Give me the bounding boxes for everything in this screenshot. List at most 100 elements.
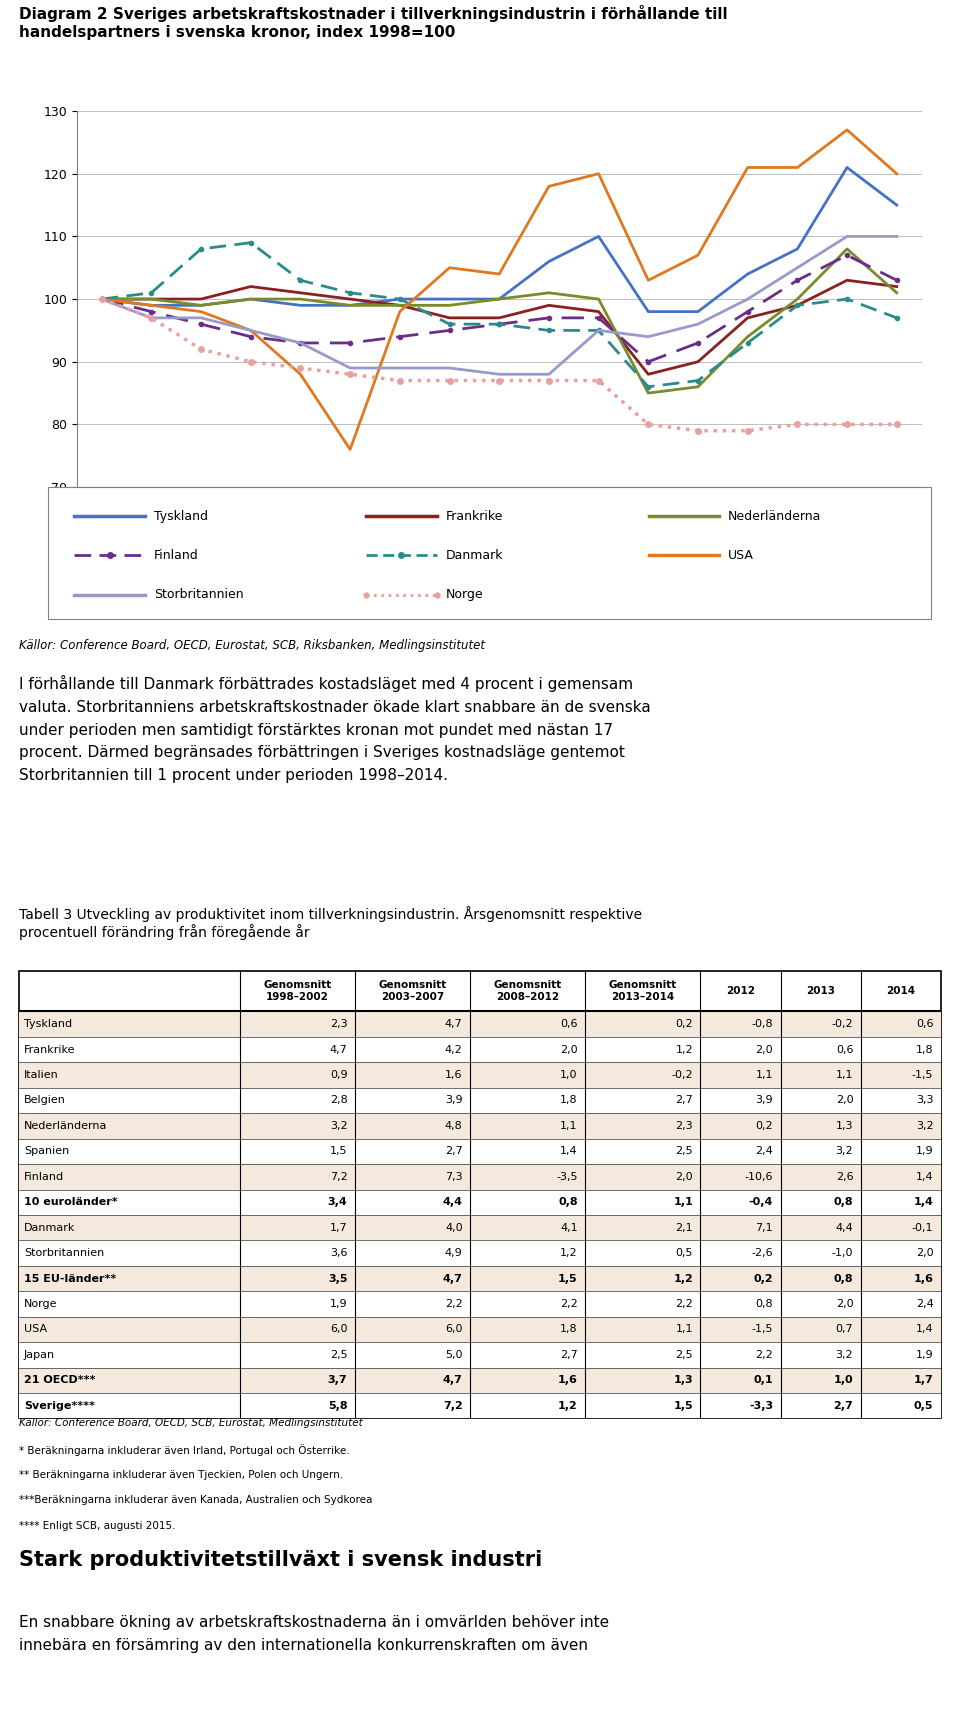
Text: 1,5: 1,5	[330, 1147, 348, 1157]
Text: Norge: Norge	[445, 588, 483, 602]
Text: 1,7: 1,7	[330, 1222, 348, 1232]
Text: 0,8: 0,8	[756, 1299, 773, 1309]
Text: 4,7: 4,7	[444, 1019, 463, 1029]
Text: 1,8: 1,8	[916, 1044, 933, 1054]
Text: 7,1: 7,1	[756, 1222, 773, 1232]
Text: Diagram 2 Sveriges arbetskraftskostnader i tillverkningsindustrin i förhållande : Diagram 2 Sveriges arbetskraftskostnader…	[19, 5, 728, 39]
Text: 2,2: 2,2	[756, 1350, 773, 1360]
Text: 1,7: 1,7	[914, 1376, 933, 1386]
Text: 1,2: 1,2	[676, 1044, 693, 1054]
Text: 4,8: 4,8	[444, 1121, 463, 1131]
Text: 1,1: 1,1	[836, 1070, 853, 1080]
Text: 0,5: 0,5	[676, 1248, 693, 1258]
Text: Nederländerna: Nederländerna	[728, 509, 822, 523]
Text: 0,2: 0,2	[754, 1273, 773, 1283]
Text: -3,3: -3,3	[749, 1401, 773, 1410]
Text: Finland: Finland	[24, 1172, 64, 1183]
Text: 2,2: 2,2	[560, 1299, 578, 1309]
Text: 3,9: 3,9	[756, 1095, 773, 1106]
Text: 2,5: 2,5	[676, 1350, 693, 1360]
Text: 2,5: 2,5	[330, 1350, 348, 1360]
Text: 0,6: 0,6	[836, 1044, 853, 1054]
Text: Danmark: Danmark	[445, 549, 503, 562]
Bar	[19, 1138, 941, 1164]
Bar	[19, 1189, 941, 1215]
Text: 4,4: 4,4	[443, 1198, 463, 1207]
Bar	[19, 1367, 941, 1393]
Text: 1,1: 1,1	[673, 1198, 693, 1207]
Text: 1,6: 1,6	[445, 1070, 463, 1080]
Text: 4,4: 4,4	[835, 1222, 853, 1232]
Text: 1,3: 1,3	[673, 1376, 693, 1386]
Text: Norge: Norge	[24, 1299, 58, 1309]
Text: 2013: 2013	[806, 986, 835, 996]
Text: USA: USA	[728, 549, 754, 562]
Text: Frankrike: Frankrike	[445, 509, 503, 523]
Text: -0,2: -0,2	[831, 1019, 853, 1029]
Text: 1,1: 1,1	[561, 1121, 578, 1131]
Text: Belgien: Belgien	[24, 1095, 65, 1106]
Text: 1,0: 1,0	[833, 1376, 853, 1386]
Bar	[19, 1342, 941, 1367]
Text: 0,6: 0,6	[561, 1019, 578, 1029]
Text: 0,2: 0,2	[756, 1121, 773, 1131]
Text: 1,2: 1,2	[561, 1248, 578, 1258]
Text: 2,7: 2,7	[675, 1095, 693, 1106]
Text: 7,2: 7,2	[329, 1172, 348, 1183]
Text: I förhållande till Danmark förbättrades kostadsläget med 4 procent i gemensam
va: I förhållande till Danmark förbättrades …	[19, 675, 651, 783]
Text: Tyskland: Tyskland	[24, 1019, 72, 1029]
Text: 1,0: 1,0	[561, 1070, 578, 1080]
Text: 1,2: 1,2	[558, 1401, 578, 1410]
Text: 1,3: 1,3	[836, 1121, 853, 1131]
Text: 3,4: 3,4	[327, 1198, 348, 1207]
Text: Sverige****: Sverige****	[24, 1401, 95, 1410]
Bar	[19, 1292, 941, 1316]
Text: 2,7: 2,7	[444, 1147, 463, 1157]
Text: 1,4: 1,4	[916, 1324, 933, 1335]
Text: Genomsnitt
2003–2007: Genomsnitt 2003–2007	[378, 979, 446, 1001]
Text: Japan: Japan	[24, 1350, 55, 1360]
Text: 4,0: 4,0	[445, 1222, 463, 1232]
Text: 2,0: 2,0	[835, 1095, 853, 1106]
Text: -3,5: -3,5	[556, 1172, 578, 1183]
Text: 2,0: 2,0	[916, 1248, 933, 1258]
Text: -0,4: -0,4	[749, 1198, 773, 1207]
Text: 4,7: 4,7	[329, 1044, 348, 1054]
Text: 2,5: 2,5	[676, 1147, 693, 1157]
Text: Tabell 3 Utveckling av produktivitet inom tillverkningsindustrin. Årsgenomsnitt : Tabell 3 Utveckling av produktivitet ino…	[19, 906, 642, 940]
Text: 0,1: 0,1	[754, 1376, 773, 1386]
Text: 1,1: 1,1	[676, 1324, 693, 1335]
Text: ** Beräkningarna inkluderar även Tjeckien, Polen och Ungern.: ** Beräkningarna inkluderar även Tjeckie…	[19, 1470, 344, 1480]
Bar	[19, 1393, 941, 1418]
Text: 4,2: 4,2	[444, 1044, 463, 1054]
Text: 1,8: 1,8	[561, 1324, 578, 1335]
Text: 4,1: 4,1	[561, 1222, 578, 1232]
Text: 1,1: 1,1	[756, 1070, 773, 1080]
Text: 3,9: 3,9	[445, 1095, 463, 1106]
Text: 1,4: 1,4	[561, 1147, 578, 1157]
Text: 3,2: 3,2	[916, 1121, 933, 1131]
Text: 2,2: 2,2	[675, 1299, 693, 1309]
Text: 5,8: 5,8	[327, 1401, 348, 1410]
Text: Stark produktivitetstillväxt i svensk industri: Stark produktivitetstillväxt i svensk in…	[19, 1550, 542, 1571]
Text: 1,5: 1,5	[558, 1273, 578, 1283]
Bar	[19, 1316, 941, 1342]
Text: 3,2: 3,2	[835, 1147, 853, 1157]
Text: 2,1: 2,1	[676, 1222, 693, 1232]
Text: Spanien: Spanien	[24, 1147, 69, 1157]
Text: 2,3: 2,3	[330, 1019, 348, 1029]
Text: 2,0: 2,0	[561, 1044, 578, 1054]
Text: 1,4: 1,4	[914, 1198, 933, 1207]
Text: -0,1: -0,1	[912, 1222, 933, 1232]
Text: 1,8: 1,8	[561, 1095, 578, 1106]
Text: 2,0: 2,0	[676, 1172, 693, 1183]
Text: Genomsnitt
2013–2014: Genomsnitt 2013–2014	[609, 979, 677, 1001]
Text: Nederländerna: Nederländerna	[24, 1121, 108, 1131]
Text: **** Enligt SCB, augusti 2015.: **** Enligt SCB, augusti 2015.	[19, 1521, 176, 1531]
Text: 2,6: 2,6	[835, 1172, 853, 1183]
Text: Finland: Finland	[154, 549, 199, 562]
Text: -1,5: -1,5	[752, 1324, 773, 1335]
Text: 2,7: 2,7	[560, 1350, 578, 1360]
Text: 1,4: 1,4	[916, 1172, 933, 1183]
Text: -1,0: -1,0	[831, 1248, 853, 1258]
